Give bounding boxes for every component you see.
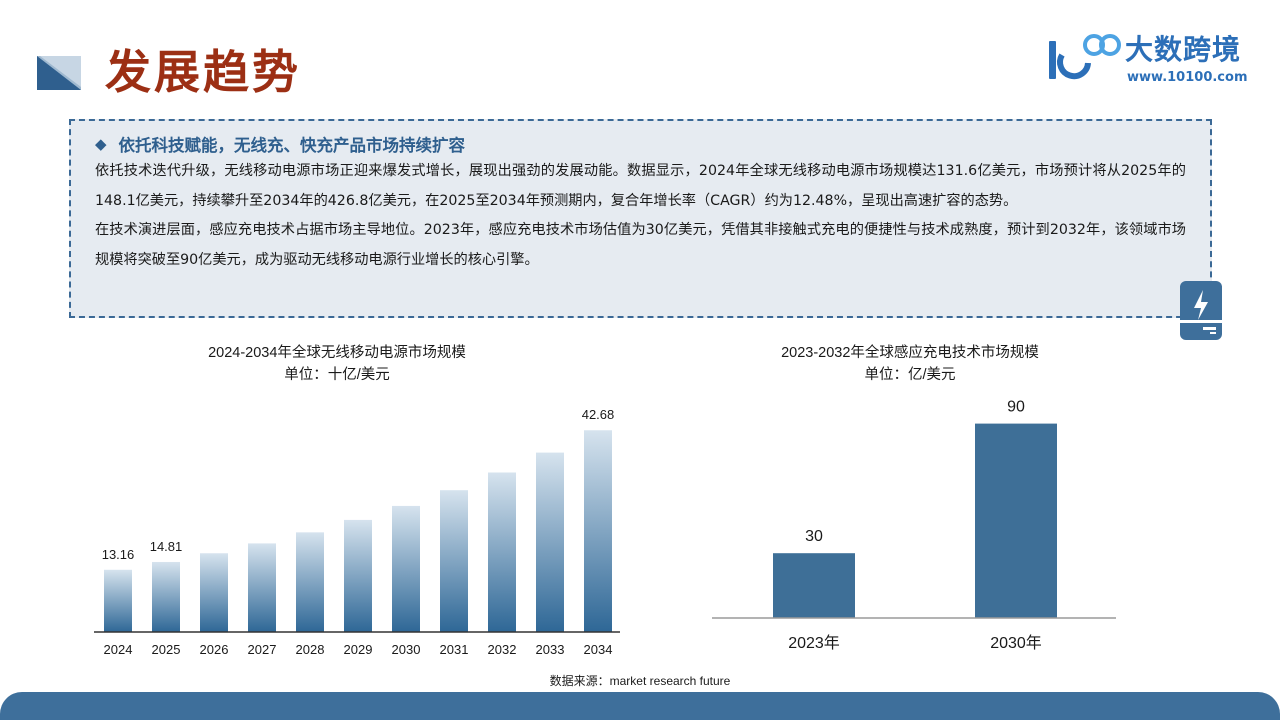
bar-2033 <box>536 452 564 632</box>
bar-2024 <box>104 569 132 632</box>
data-label: 14.81 <box>150 539 183 554</box>
bar-2029 <box>344 519 372 632</box>
bar-2032 <box>488 472 516 632</box>
bar-2030年 <box>975 423 1057 618</box>
bar-2026 <box>200 553 228 632</box>
data-label: 30 <box>805 528 823 545</box>
x-tick-label: 2027 <box>248 642 277 657</box>
x-tick-label: 2031 <box>440 642 469 657</box>
bar-2030 <box>392 505 420 632</box>
data-label: 90 <box>1007 399 1025 416</box>
inductive-charging-market-chart: 2023年 30 2030年 90 <box>712 399 1116 652</box>
footer-band <box>0 692 1280 720</box>
data-label: 13.16 <box>102 547 135 562</box>
bar-2025 <box>152 561 180 632</box>
chart2-title-block: 2023-2032年全球感应充电技术市场规模 单位：亿/美元 <box>710 342 1110 386</box>
logo-url: www.10100.com <box>1127 70 1248 85</box>
x-tick-label: 2023年 <box>788 634 840 652</box>
info-box: ◆ 依托科技赋能，无线充、快充产品市场持续扩容 依托技术迭代升级，无线移动电源市… <box>69 119 1212 318</box>
x-tick-label: 2026 <box>200 642 229 657</box>
bar-2034 <box>584 430 612 632</box>
wireless-power-bank-market-chart: 2024 13.16 2025 14.81 2026 2027 2028 2029 2030 20… <box>94 407 620 657</box>
x-tick-label: 2024 <box>104 642 133 657</box>
chart1-title-block: 2024-2034年全球无线移动电源市场规模 单位：十亿/美元 <box>137 342 537 386</box>
chart2-title: 2023-2032年全球感应充电技术市场规模 <box>781 345 1039 361</box>
x-tick-label: 2025 <box>152 642 181 657</box>
title-mark-icon <box>37 56 81 90</box>
x-tick-label: 2034 <box>584 642 613 657</box>
x-tick-label: 2032 <box>488 642 517 657</box>
x-tick-label: 2029 <box>344 642 373 657</box>
bar-2023年 <box>773 553 855 618</box>
bar-2028 <box>296 532 324 632</box>
x-tick-label: 2028 <box>296 642 325 657</box>
info-paragraph-1: 依托技术迭代升级，无线移动电源市场正迎来爆发式增长，展现出强劲的发展动能。数据显… <box>95 163 1186 209</box>
bar-2027 <box>248 543 276 632</box>
data-source: 数据来源：market research future <box>549 674 731 688</box>
info-heading-text: 依托科技赋能，无线充、快充产品市场持续扩容 <box>118 136 466 155</box>
x-tick-label: 2030年 <box>990 634 1042 652</box>
brand-logo[interactable]: 大数跨境 www.10100.com <box>1046 33 1256 91</box>
chart1-title: 2024-2034年全球无线移动电源市场规模 <box>208 345 466 361</box>
info-paragraph-2: 在技术演进层面，感应充电技术占据市场主导地位。2023年，感应充电技术市场估值为… <box>95 222 1186 268</box>
page-title: 发展趋势 <box>105 45 301 99</box>
lightning-bolt-icon[interactable] <box>1180 281 1222 340</box>
data-label: 42.68 <box>582 407 615 422</box>
x-tick-label: 2030 <box>392 642 421 657</box>
diamond-bullet-icon: ◆ <box>95 135 107 153</box>
logo-mark-icon <box>1049 34 1121 80</box>
bar-2031 <box>440 490 468 632</box>
chart2-subtitle: 单位：亿/美元 <box>864 367 956 383</box>
chart1-subtitle: 单位：十亿/美元 <box>284 367 390 383</box>
info-heading: ◆ 依托科技赋能，无线充、快充产品市场持续扩容 <box>95 131 1186 157</box>
x-tick-label: 2033 <box>536 642 565 657</box>
logo-text: 大数跨境 <box>1125 33 1242 66</box>
